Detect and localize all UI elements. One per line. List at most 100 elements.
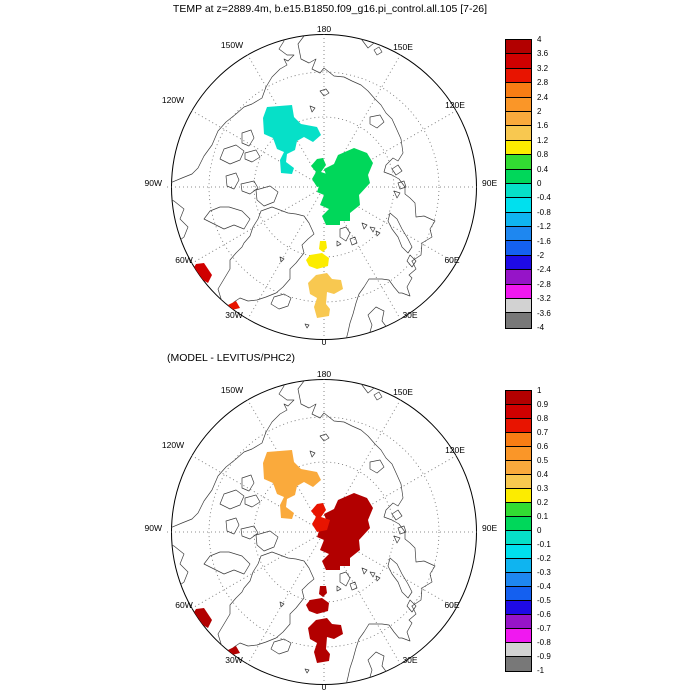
colorbar-block [506, 284, 531, 300]
colorbar-tick-label: 0.2 [537, 498, 549, 507]
lon-label-120E: 120E [445, 100, 465, 110]
colorbar-tick-label: 0 [537, 179, 542, 188]
polar-map-bottom: 180 150E 120E 90E 60E 30E 0 30W 60W 90W 120W 150W [145, 369, 498, 692]
colorbar-block [506, 657, 531, 671]
colorbar-block [506, 587, 531, 601]
colorbar-tick-label: 0.5 [537, 456, 549, 465]
colorbar-tick-label: -3.6 [537, 308, 551, 318]
lon-label-150E: 150E [393, 387, 413, 397]
colorbar-tick-label: -3.2 [537, 294, 551, 304]
colorbar-block [506, 601, 531, 615]
colorbar-block [506, 111, 531, 127]
colorbar-block [506, 83, 531, 98]
colorbar-tick-label: -0.4 [537, 193, 551, 203]
colorbar-tick-label: 1.2 [537, 135, 549, 145]
colorbar-block [506, 461, 531, 475]
colorbar-tick-label: 0.6 [537, 442, 549, 451]
colorbar-tick-label: 0.3 [537, 484, 549, 493]
colorbar-block [506, 40, 531, 55]
colorbar-tick-label: -2.8 [537, 279, 551, 289]
colorbar-tick-label: -0.1 [537, 540, 551, 549]
colorbar-tick-label: 0.8 [537, 150, 549, 160]
colorbar-tick-label: -0.8 [537, 638, 551, 647]
lon-label-60E: 60E [444, 600, 459, 610]
colorbar-block [506, 126, 531, 141]
colorbar-tick-label: -0.3 [537, 568, 551, 577]
lon-label-60E: 60E [444, 255, 459, 265]
lon-label-180: 180 [317, 369, 331, 379]
lon-label-0: 0 [322, 337, 327, 347]
colorbar-tick-label: -1.2 [537, 222, 551, 232]
lon-label-90E: 90E [482, 523, 497, 533]
colorbar-block [506, 559, 531, 573]
polar-map-top: 180 150E 120E 90E 60E 30E 0 30W 60W 90W 120W 150W [145, 24, 498, 347]
colorbar-tick-label: -1.6 [537, 236, 551, 246]
colorbar-tick-label: -0.8 [537, 207, 551, 217]
colorbar-block [506, 255, 531, 271]
lon-label-30E: 30E [402, 310, 417, 320]
panel-subtitle: (MODEL - LEVITUS/PHC2) [167, 352, 295, 364]
colorbar-tick-label: 3.6 [537, 49, 549, 59]
colorbar-tick-label: 4 [537, 35, 542, 44]
colorbar-tick-label: 0.7 [537, 428, 549, 437]
lon-label-60W: 60W [175, 600, 192, 610]
colorbar-tick-label: 2.4 [537, 92, 549, 102]
colorbar-block [506, 475, 531, 489]
lon-label-120W: 120W [162, 95, 184, 105]
colorbar-block [506, 629, 531, 643]
colorbar-block [506, 531, 531, 545]
colorbar-block [506, 140, 531, 156]
colorbar-block [506, 573, 531, 587]
longitude-labels: 180 150E 120E 90E 60E 30E 0 30W 60W 90W 120W 150W [145, 369, 498, 692]
colorbar-block [506, 405, 531, 419]
colorbar-block [506, 433, 531, 447]
colorbar-bottom [505, 390, 532, 672]
lon-label-120W: 120W [162, 440, 184, 450]
colorbar-tick-label: 0.8 [537, 414, 549, 423]
lon-label-120E: 120E [445, 445, 465, 455]
colorbar-block [506, 212, 531, 228]
lon-label-90E: 90E [482, 178, 497, 188]
colorbar-block [506, 241, 531, 256]
lon-label-150E: 150E [393, 42, 413, 52]
lon-label-0: 0 [322, 682, 327, 692]
colorbar-tick-label: 3.2 [537, 63, 549, 73]
colorbar-tick-label: 2 [537, 107, 542, 116]
colorbar-tick-label: 0.9 [537, 400, 549, 409]
colorbar-block [506, 517, 531, 531]
colorbar-block [506, 97, 531, 112]
colorbar-tick-label: 1.6 [537, 121, 549, 131]
colorbar-block [506, 169, 531, 184]
colorbar-block [506, 54, 531, 69]
colorbar-block [506, 643, 531, 657]
colorbar-tick-label: 0 [537, 526, 542, 535]
colorbar-tick-label: -0.5 [537, 596, 551, 605]
colorbar-tick-label: 1 [537, 386, 542, 395]
colorbar-tick-label: -0.9 [537, 652, 551, 661]
lon-label-90W: 90W [145, 178, 162, 188]
colorbar-block [506, 615, 531, 629]
colorbar-tick-label: -4 [537, 323, 545, 332]
colorbar-tick-label: 0.4 [537, 470, 549, 479]
colorbar-tick-label: -0.4 [537, 582, 551, 591]
lon-label-30E: 30E [402, 655, 417, 665]
colorbar-block [506, 183, 531, 199]
colorbar-block [506, 299, 531, 314]
colorbar-block [506, 68, 531, 84]
plot-title: TEMP at z=2889.4m, b.e15.B1850.f09_g16.p… [172, 3, 488, 15]
colorbar-block [506, 155, 531, 170]
colorbar-tick-label: -0.7 [537, 624, 551, 633]
colorbar-block [506, 313, 531, 328]
longitude-labels: 180 150E 120E 90E 60E 30E 0 30W 60W 90W 120W 150W [145, 24, 498, 347]
colorbar-block [506, 270, 531, 285]
colorbar-block [506, 419, 531, 433]
colorbar-tick-label: -1 [537, 666, 545, 675]
colorbar-tick-label: -2 [537, 251, 545, 260]
lon-label-180: 180 [317, 24, 331, 34]
lon-label-150W: 150W [221, 385, 243, 395]
colorbar-block [506, 227, 531, 242]
colorbar-block [506, 545, 531, 559]
lon-label-60W: 60W [175, 255, 192, 265]
colorbar-block [506, 503, 531, 517]
colorbar-tick-label: -0.2 [537, 554, 551, 563]
